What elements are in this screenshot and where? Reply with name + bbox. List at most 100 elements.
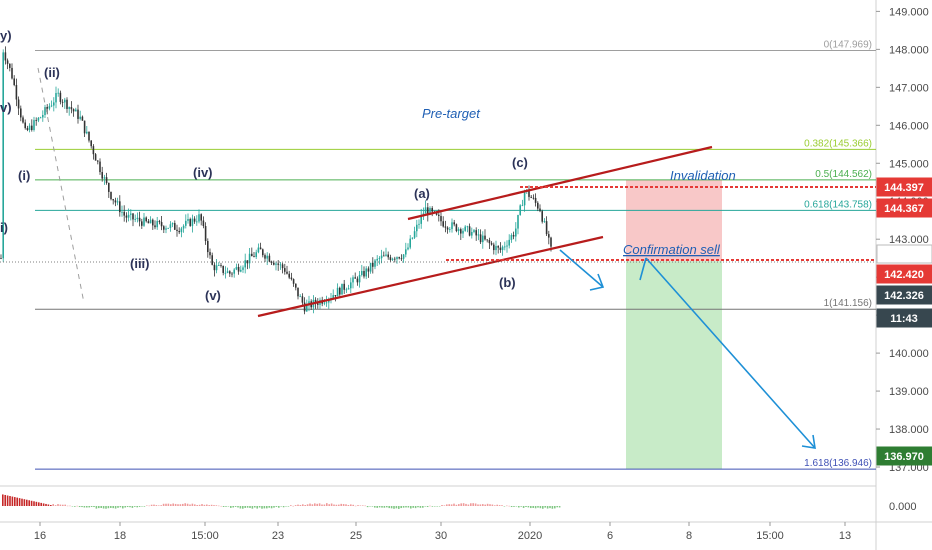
arrow-down-1-head xyxy=(589,273,605,291)
osc-bar xyxy=(47,504,50,506)
note-confirmation: Confirmation sell xyxy=(623,242,721,257)
osc-bar xyxy=(268,506,270,508)
osc-bar xyxy=(506,505,508,507)
osc-bar xyxy=(477,504,479,506)
candle-body xyxy=(220,265,222,266)
candle-body xyxy=(204,226,207,242)
candle-body xyxy=(389,257,392,260)
candle-body xyxy=(358,274,361,283)
candle-body xyxy=(466,226,469,228)
candle-body xyxy=(176,229,178,231)
candle-body xyxy=(336,287,339,297)
osc-bar xyxy=(54,505,57,506)
candle-body xyxy=(402,254,405,259)
candle-body xyxy=(222,265,224,273)
candle-body xyxy=(147,221,150,224)
osc-bar xyxy=(59,504,62,506)
osc-bar xyxy=(30,500,33,506)
candle-body xyxy=(457,229,460,232)
note-pre-target: Pre-target xyxy=(422,106,481,121)
candle-body xyxy=(72,109,75,112)
osc-bar xyxy=(141,506,143,507)
osc-bar xyxy=(498,505,501,506)
osc-bar xyxy=(359,505,362,506)
candle-body xyxy=(171,223,174,225)
candle-body xyxy=(286,271,288,274)
wave-label-10: (c) xyxy=(512,155,528,170)
candle-body xyxy=(521,205,524,207)
osc-bar xyxy=(549,506,551,509)
price-badge-text: 142.552 xyxy=(884,249,924,261)
osc-bar xyxy=(321,504,323,506)
fib-label-0: 0(147.969) xyxy=(824,40,872,51)
osc-bar xyxy=(354,505,357,507)
candle-body xyxy=(66,99,68,109)
osc-bar xyxy=(155,505,158,506)
osc-bar xyxy=(352,504,354,506)
candle-body xyxy=(299,296,301,298)
candle-body xyxy=(174,223,176,230)
candle-body xyxy=(46,107,48,109)
candle-body xyxy=(429,208,431,215)
osc-bar xyxy=(330,503,333,506)
candle-body xyxy=(22,117,24,123)
candle-body xyxy=(431,208,433,212)
price-badge-2: 142.552 xyxy=(876,244,932,264)
candle-body xyxy=(158,221,161,223)
osc-bar xyxy=(525,506,527,507)
candle-body xyxy=(233,269,235,274)
candle-body xyxy=(288,273,290,278)
osc-bar xyxy=(309,503,311,506)
candle-body xyxy=(473,230,475,232)
osc-bar xyxy=(383,506,386,508)
osc-bar xyxy=(136,506,138,508)
osc-bar xyxy=(419,506,422,508)
osc-bar xyxy=(424,506,426,507)
candle-body xyxy=(145,217,147,222)
price-badge-bg xyxy=(876,177,932,197)
osc-bar xyxy=(129,506,131,508)
candle-body xyxy=(257,247,260,253)
candle-body xyxy=(264,255,266,259)
osc-bar xyxy=(503,506,506,507)
candle-body xyxy=(517,214,519,229)
candle-body xyxy=(39,117,42,119)
osc-bar xyxy=(347,504,350,506)
candle-body xyxy=(196,221,198,223)
osc-bar xyxy=(465,503,467,506)
candle-body xyxy=(534,197,537,203)
candle-body xyxy=(281,264,284,269)
candle-body xyxy=(33,120,35,130)
candle-body xyxy=(53,102,55,106)
candle-body xyxy=(116,201,119,203)
candle-body xyxy=(255,252,257,257)
osc-bar xyxy=(105,506,107,509)
candle-body xyxy=(50,105,53,107)
fib-label-4: 1(141.156) xyxy=(824,298,872,309)
candle-body xyxy=(475,230,477,236)
candle-body xyxy=(477,234,480,236)
osc-bar xyxy=(69,505,71,507)
candle-body xyxy=(523,191,526,206)
osc-bar xyxy=(390,506,393,509)
candle-body xyxy=(416,224,418,232)
osc-bar xyxy=(407,506,410,508)
fib-label-2: 0.5(144.562) xyxy=(815,169,872,180)
osc-bar xyxy=(102,506,105,509)
candle-body xyxy=(132,213,134,220)
osc-bar xyxy=(98,506,100,509)
candle-body xyxy=(2,52,4,259)
price-tick-10: 139.000 xyxy=(889,386,929,398)
osc-bar xyxy=(558,506,561,508)
osc-bar xyxy=(93,506,95,508)
price-badge-text: 144.397 xyxy=(884,182,924,194)
time-tick-2: 15:00 xyxy=(191,530,219,542)
candle-body xyxy=(134,218,136,220)
osc-bar xyxy=(62,504,64,506)
osc-bar xyxy=(544,506,546,508)
osc-bar xyxy=(191,503,194,506)
osc-bar xyxy=(201,504,203,506)
osc-bar xyxy=(527,506,530,508)
